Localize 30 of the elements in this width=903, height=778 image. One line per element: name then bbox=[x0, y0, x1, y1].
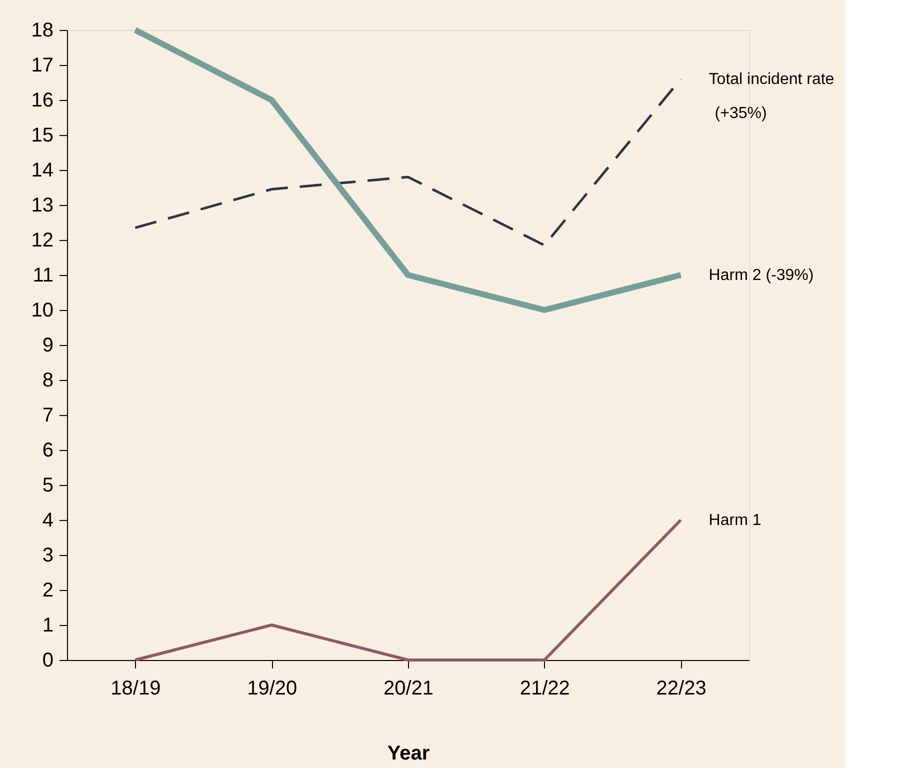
y-tick-label: 8 bbox=[42, 370, 54, 392]
y-tick-label: 3 bbox=[42, 544, 54, 566]
x-tick-label: 19/20 bbox=[247, 678, 298, 700]
y-tick-label: 18 bbox=[31, 20, 54, 42]
annotation: (+35%) bbox=[714, 105, 767, 122]
y-tick-label: 11 bbox=[32, 264, 54, 286]
y-tick-label: 9 bbox=[42, 334, 54, 356]
y-tick-label: 16 bbox=[31, 90, 54, 112]
y-tick-label: 0 bbox=[42, 650, 54, 672]
x-tick-label: 20/21 bbox=[383, 678, 434, 700]
y-tick-label: 13 bbox=[31, 194, 54, 216]
x-tick-label: 18/19 bbox=[110, 678, 161, 700]
y-tick-label: 7 bbox=[42, 404, 54, 426]
y-tick-label: 10 bbox=[31, 300, 54, 322]
x-axis-title: Year bbox=[387, 742, 430, 764]
y-tick-label: 2 bbox=[42, 580, 54, 602]
line-series bbox=[134, 78, 682, 246]
y-tick-label: 15 bbox=[31, 124, 54, 146]
x-tick-label: 22/23 bbox=[656, 678, 706, 700]
y-tick-label: 5 bbox=[42, 474, 54, 496]
y-tick-label: 12 bbox=[31, 230, 54, 252]
y-tick-label: 14 bbox=[31, 160, 54, 182]
y-tick-label: 1 bbox=[42, 614, 54, 636]
y-tick-label: 6 bbox=[42, 440, 54, 462]
series-label: Harm 1 bbox=[708, 512, 762, 529]
series-label: Harm 2 (-39%) bbox=[708, 267, 814, 284]
y-tick-label: 17 bbox=[31, 54, 54, 76]
y-tick-label: 4 bbox=[42, 510, 54, 532]
x-tick-label: 21/22 bbox=[520, 678, 570, 700]
series-label: Total incident rate bbox=[708, 71, 834, 88]
